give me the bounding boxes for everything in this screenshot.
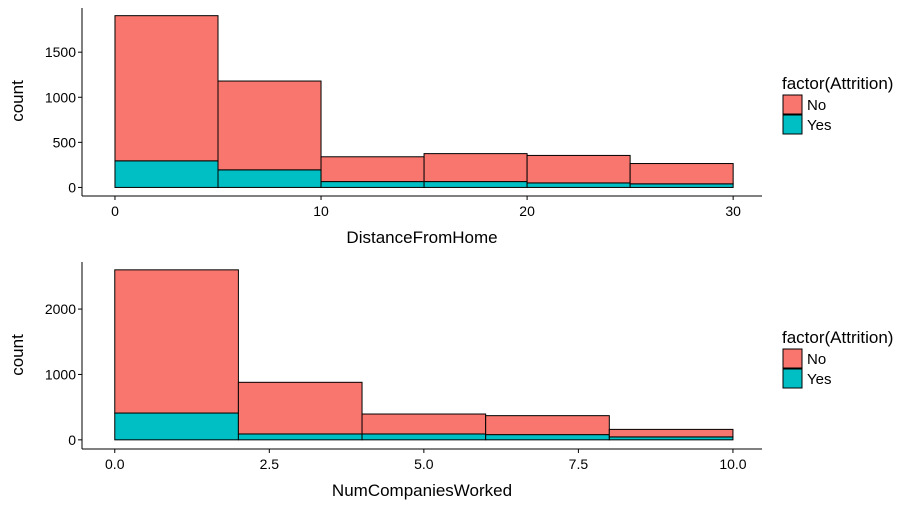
bar-no-1 xyxy=(114,269,239,414)
legend-key-no xyxy=(782,348,803,369)
legend-title: factor(Attrition) xyxy=(782,328,893,347)
legend-title: factor(Attrition) xyxy=(782,74,893,93)
x-tick-label-4: 7.5 xyxy=(569,456,589,472)
x-tick-label-3: 20 xyxy=(519,203,535,219)
y-tick-label-2: 1000 xyxy=(45,366,76,382)
bar-no-4 xyxy=(423,153,528,183)
bar-yes-6 xyxy=(629,183,734,188)
x-tick-label-2: 10 xyxy=(313,203,329,219)
legend-label-yes: Yes xyxy=(807,117,831,134)
legend-label-no: No xyxy=(807,97,826,114)
x-tick-label-1: 0.0 xyxy=(105,456,125,472)
bar-yes-4 xyxy=(423,181,528,188)
bar-no-2 xyxy=(237,381,363,435)
y-tick-label-3: 1000 xyxy=(45,89,76,105)
chart-panel-2: 0 1000 2000 0.0 2.5 5.0 7.5 10.0 NumCompaniesWor… xyxy=(8,262,893,500)
bar-yes-3 xyxy=(361,433,487,441)
y-axis-title: count xyxy=(8,334,27,376)
bar-yes-4 xyxy=(485,434,610,441)
bar-yes-2 xyxy=(237,433,363,441)
x-tick-label-5: 10.0 xyxy=(719,456,746,472)
x-tick-label-4: 30 xyxy=(725,203,741,219)
chart-panel-1: 0 500 1000 1500 0 10 20 30 DistanceFromHome count… xyxy=(8,8,893,247)
y-tick-label-1: 0 xyxy=(68,432,76,448)
bar-no-6 xyxy=(629,163,734,185)
bar-no-2 xyxy=(217,80,322,171)
bar-yes-5 xyxy=(526,182,631,188)
x-axis-title: NumCompaniesWorked xyxy=(332,481,512,500)
x-tick-label-1: 0 xyxy=(111,203,119,219)
y-tick-label-1: 0 xyxy=(68,179,76,195)
bar-yes-3 xyxy=(320,181,425,188)
bar-no-3 xyxy=(320,156,425,183)
bar-no-5 xyxy=(608,428,734,438)
bar-no-5 xyxy=(526,154,631,184)
bar-no-3 xyxy=(361,413,487,435)
x-axis-title: DistanceFromHome xyxy=(346,228,497,247)
bar-yes-1 xyxy=(114,412,239,441)
legend-key-yes xyxy=(782,114,803,135)
bar-no-1 xyxy=(114,15,219,162)
legend-key-yes xyxy=(782,368,803,389)
y-tick-label-4: 1500 xyxy=(45,44,76,60)
y-tick-label-3: 2000 xyxy=(45,301,76,317)
legend-label-yes: Yes xyxy=(807,371,831,388)
bar-no-4 xyxy=(485,415,610,436)
y-tick-label-2: 500 xyxy=(53,134,77,150)
bar-yes-1 xyxy=(114,160,219,188)
x-tick-label-3: 5.0 xyxy=(414,456,434,472)
x-tick-label-2: 2.5 xyxy=(260,456,280,472)
bar-yes-2 xyxy=(217,169,322,188)
legend-label-no: No xyxy=(807,351,826,368)
y-axis-title: count xyxy=(8,80,27,122)
legend-key-no xyxy=(782,94,803,115)
